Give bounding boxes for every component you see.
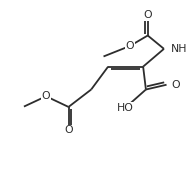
Text: HO: HO [117, 103, 134, 113]
Text: O: O [64, 125, 73, 135]
Text: O: O [143, 10, 152, 20]
Text: NH: NH [171, 44, 188, 54]
Text: O: O [42, 91, 50, 101]
Text: O: O [171, 80, 180, 90]
Text: O: O [126, 41, 134, 51]
